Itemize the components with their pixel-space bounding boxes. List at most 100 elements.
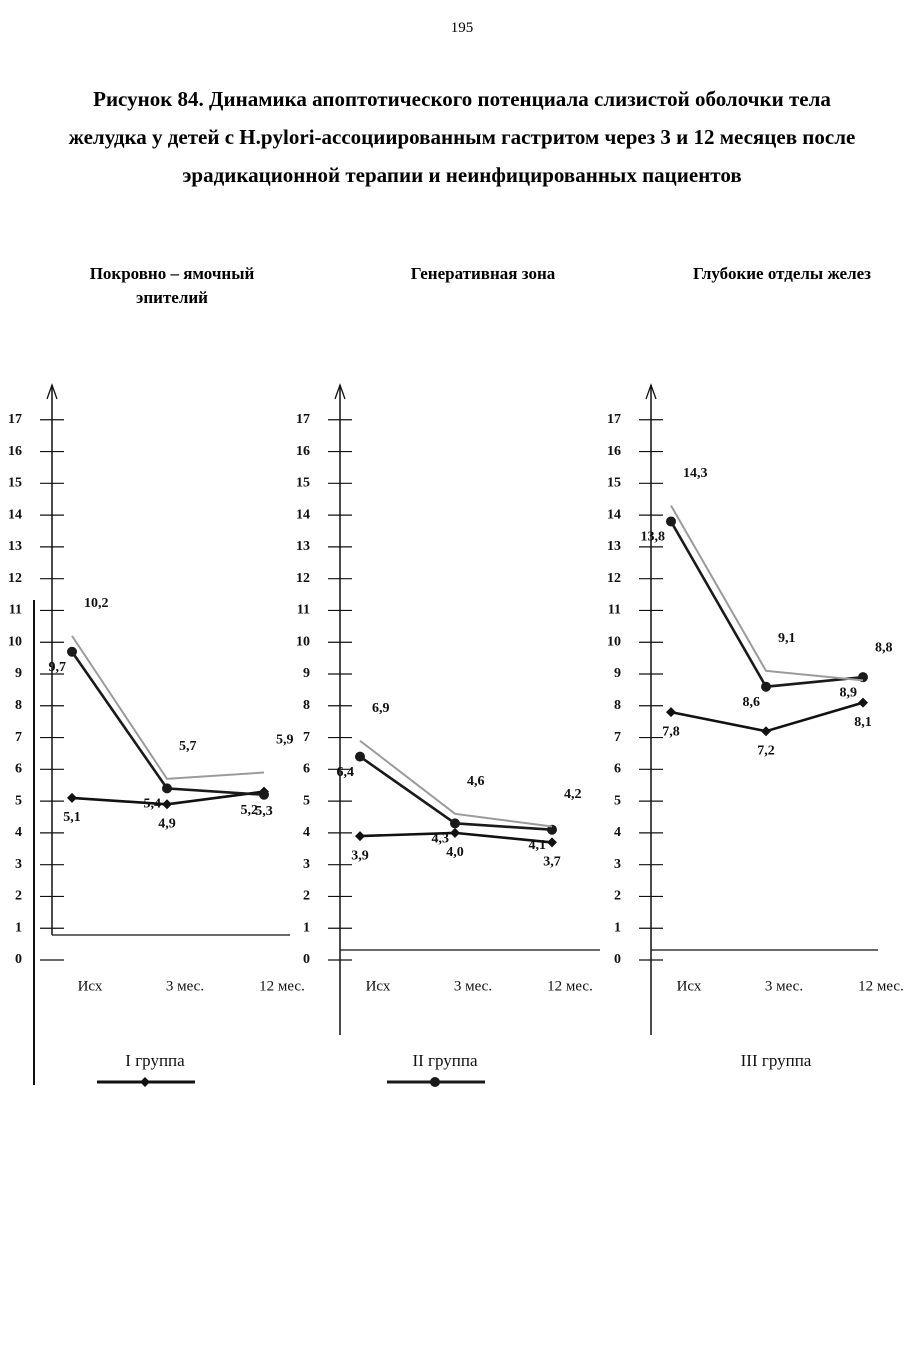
y-tick-label: 11 [608, 603, 621, 618]
y-tick-label: 2 [614, 889, 621, 904]
y-tick-label: 1 [15, 920, 22, 935]
series-line [359, 739, 553, 828]
value-label: 4,3 [432, 832, 450, 847]
x-tick-label: 3 мес. [166, 978, 204, 994]
y-tick-label: 12 [296, 571, 310, 586]
y-tick-label: 0 [15, 952, 22, 967]
diamond-marker [67, 792, 77, 803]
y-tick-label: 17 [8, 412, 22, 427]
value-label: 8,9 [840, 685, 858, 700]
y-tick-label: 7 [614, 730, 621, 745]
panel-title: Глубокие отделы желез [692, 264, 872, 283]
y-tick-label: 6 [303, 762, 310, 777]
y-tick-label: 10 [296, 634, 310, 649]
y-tick-label: 10 [607, 634, 621, 649]
value-label: 8,8 [875, 641, 893, 656]
value-label: 13,8 [641, 530, 666, 545]
x-tick-label: Исх [366, 978, 391, 994]
y-tick-label: 9 [15, 666, 22, 681]
series-line [669, 520, 864, 689]
series-line [70, 651, 265, 797]
y-tick-label: 3 [303, 857, 310, 872]
y-tick-label: 2 [303, 889, 310, 904]
circle-marker [162, 783, 172, 794]
x-tick-label: 12 мес. [259, 978, 305, 994]
y-tick-label: 16 [296, 444, 310, 459]
y-tick-label: 6 [614, 762, 621, 777]
value-label: 7,8 [662, 724, 680, 739]
y-tick-label: 2 [15, 889, 22, 904]
circle-marker [430, 1077, 440, 1087]
series-line [71, 635, 265, 780]
y-tick-label: 1 [614, 920, 621, 935]
y-tick-label: 4 [614, 825, 621, 840]
y-tick-label: 9 [614, 666, 621, 681]
y-tick-label: 13 [296, 539, 310, 554]
y-tick-label: 17 [607, 412, 621, 427]
figure-title: Рисунок 84. Динамика апоптотического пот… [68, 87, 856, 187]
y-tick-label: 7 [15, 730, 22, 745]
y-tick-label: 7 [303, 730, 310, 745]
value-label: 8,6 [743, 695, 761, 710]
circle-marker [355, 751, 365, 762]
y-tick-label: 15 [296, 476, 310, 491]
value-label: 4,2 [564, 787, 582, 802]
value-label: 5,4 [144, 797, 162, 812]
value-label: 14,3 [683, 466, 708, 481]
y-tick-label: 12 [607, 571, 621, 586]
circle-marker [450, 818, 460, 829]
diamond-marker [858, 697, 868, 708]
value-label: 6,4 [337, 765, 355, 780]
value-label: 5,9 [276, 733, 294, 748]
y-tick-label: 3 [15, 857, 22, 872]
y-tick-label: 0 [614, 952, 621, 967]
x-tick-label: 12 мес. [547, 978, 593, 994]
diamond-marker [450, 827, 460, 838]
value-label: 4,6 [467, 774, 485, 789]
value-label: 3,9 [351, 848, 369, 863]
y-tick-label: 8 [15, 698, 22, 713]
value-label: 5,1 [63, 810, 81, 825]
circle-marker [666, 516, 676, 527]
y-tick-label: 3 [614, 857, 621, 872]
value-label: 4,0 [446, 845, 464, 860]
x-tick-label: 3 мес. [765, 978, 803, 994]
y-tick-label: 11 [9, 603, 22, 618]
diamond-marker [355, 831, 365, 842]
y-tick-label: 14 [8, 507, 22, 522]
y-tick-label: 17 [296, 412, 310, 427]
panel-title-box: Покровно – ямочный эпителий [90, 264, 255, 307]
value-label: 8,1 [854, 715, 872, 730]
y-tick-label: 14 [607, 507, 621, 522]
y-tick-label: 11 [297, 603, 310, 618]
diamond-marker [547, 837, 557, 848]
y-tick-label: 14 [296, 507, 310, 522]
series-line [670, 701, 864, 733]
value-label: 6,9 [372, 701, 390, 716]
y-tick-label: 4 [303, 825, 310, 840]
y-tick-label: 5 [614, 793, 621, 808]
y-tick-label: 16 [8, 444, 22, 459]
value-label: 4,1 [529, 838, 547, 853]
y-tick-label: 9 [303, 666, 310, 681]
legend-label: II группа [412, 1051, 478, 1070]
y-tick-label: 5 [15, 793, 22, 808]
diamond-marker [761, 726, 771, 737]
y-tick-label: 12 [8, 571, 22, 586]
panel-title: Генеративная зона [410, 264, 556, 283]
series-line [670, 505, 864, 682]
x-tick-label: 3 мес. [454, 978, 492, 994]
y-tick-label: 13 [8, 539, 22, 554]
value-label: 9,1 [778, 631, 796, 646]
value-label: 5,2 [241, 803, 259, 818]
axis-arrow [645, 383, 657, 400]
y-tick-label: 1 [303, 920, 310, 935]
value-label: 9,7 [49, 660, 67, 675]
legend-label: III группа [741, 1051, 812, 1070]
diamond-marker [140, 1077, 150, 1087]
y-tick-label: 0 [303, 952, 310, 967]
y-tick-label: 5 [303, 793, 310, 808]
value-label: 10,2 [84, 596, 109, 611]
